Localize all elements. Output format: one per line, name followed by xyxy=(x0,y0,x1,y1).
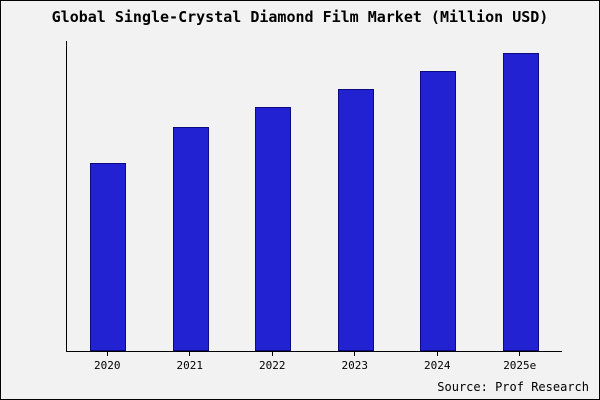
source-credit: Source: Prof Research xyxy=(437,380,589,394)
x-axis-labels: 2020 2021 2022 2023 2024 2025e xyxy=(66,352,561,372)
plot-area xyxy=(66,41,562,352)
x-tick-label: 2024 xyxy=(424,359,451,372)
bars xyxy=(67,41,562,351)
bar-column xyxy=(67,41,150,351)
bar-column xyxy=(397,41,480,351)
x-tick xyxy=(271,352,273,356)
x-label-column: 2024 xyxy=(396,352,479,372)
bar-2025e xyxy=(502,52,539,351)
bar-column xyxy=(315,41,398,351)
x-tick xyxy=(106,352,108,356)
bar-column xyxy=(480,41,563,351)
bar-2022 xyxy=(255,106,292,351)
x-tick xyxy=(189,352,191,356)
bar-2023 xyxy=(337,88,374,351)
x-label-column: 2025e xyxy=(479,352,562,372)
bar-2021 xyxy=(172,127,209,351)
chart-title: Global Single-Crystal Diamond Film Marke… xyxy=(51,8,549,26)
x-tick xyxy=(354,352,356,356)
bar-2020 xyxy=(90,163,127,351)
x-tick-label: 2023 xyxy=(341,359,369,372)
x-label-column: 2020 xyxy=(66,352,149,372)
x-label-column: 2023 xyxy=(314,352,397,372)
bar-column xyxy=(232,41,315,351)
x-tick-label: 2025e xyxy=(503,359,537,372)
bar-2024 xyxy=(420,70,457,351)
x-label-column: 2022 xyxy=(231,352,314,372)
bar-column xyxy=(150,41,233,351)
x-tick xyxy=(519,352,521,356)
x-tick-label: 2021 xyxy=(176,359,204,372)
x-label-column: 2021 xyxy=(149,352,232,372)
x-tick-label: 2020 xyxy=(94,359,121,372)
x-tick-label: 2022 xyxy=(259,359,286,372)
x-tick xyxy=(436,352,438,356)
